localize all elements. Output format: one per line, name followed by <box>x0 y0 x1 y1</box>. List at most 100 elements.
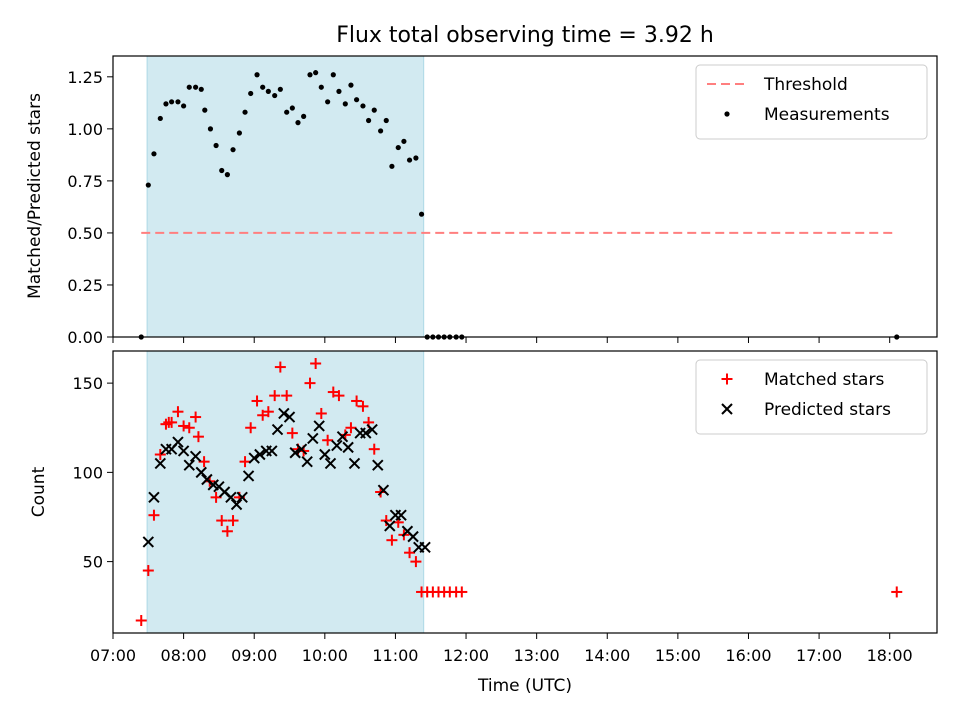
predicted-stars-point <box>195 466 207 479</box>
x-tick-label: 16:00 <box>725 646 771 665</box>
matched-stars-point <box>322 434 334 446</box>
measurements-point <box>277 86 283 92</box>
measurements-point <box>348 82 354 88</box>
marker-stroke <box>401 525 414 537</box>
x-tick-label: 15:00 <box>655 646 701 665</box>
marker-stroke <box>236 491 248 504</box>
marker-stroke <box>366 423 378 436</box>
y-tick-label: 100 <box>72 463 103 482</box>
observing-window-span <box>146 55 425 338</box>
measurements-point <box>169 99 175 105</box>
axes-frame <box>112 350 938 634</box>
measurements-point <box>213 142 219 149</box>
marker-stroke <box>395 509 407 521</box>
predicted-stars-point <box>342 441 354 454</box>
predicted-stars-point <box>366 423 378 436</box>
measurements-point <box>175 99 181 105</box>
y-tick-label: 1.00 <box>67 120 103 139</box>
y-tick-label: 0.00 <box>67 328 103 347</box>
marker-stroke <box>254 448 266 461</box>
predicted-stars-point <box>148 491 160 504</box>
marker-stroke <box>218 486 231 498</box>
predicted-stars-point <box>183 459 195 471</box>
marker-stroke <box>348 457 361 470</box>
matched-stars-point <box>148 509 160 521</box>
measurements-point <box>236 130 242 136</box>
measurements-point <box>284 109 290 115</box>
measurements-point <box>198 86 204 92</box>
predicted-stars-point <box>189 450 202 463</box>
matched-stars-point <box>190 411 202 423</box>
legend-label: Measurements <box>764 105 890 125</box>
chart-title: Flux total observing time = 3.92 h <box>336 23 714 48</box>
marker-stroke <box>721 403 733 415</box>
marker-stroke <box>148 491 160 504</box>
matched-stars-point <box>310 357 322 369</box>
matched-stars-point <box>227 515 239 527</box>
measurements-point <box>307 72 313 78</box>
marker-stroke <box>242 470 255 482</box>
legend-marker-swatch <box>721 373 733 385</box>
measurements-point <box>224 172 230 178</box>
marker-stroke <box>360 427 372 439</box>
predicted-stars-point <box>283 411 296 423</box>
measurements-point <box>378 128 384 134</box>
marker-stroke <box>172 436 184 448</box>
matched-stars-point <box>333 390 345 402</box>
predicted-stars-point <box>319 448 331 461</box>
predicted-stars-point <box>348 457 361 470</box>
matched-stars-point <box>216 515 228 527</box>
marker-stroke <box>419 541 431 554</box>
legend: Matched stars Predicted stars <box>695 359 928 435</box>
measurements-point <box>145 182 151 188</box>
measurements-point <box>336 88 342 94</box>
predicted-stars-point <box>242 470 255 482</box>
predicted-stars-point <box>254 448 266 461</box>
marker-stroke <box>301 455 313 468</box>
measurements-point <box>395 144 401 151</box>
predicted-stars-point <box>225 491 237 504</box>
marker-stroke <box>142 536 155 548</box>
axes-frame <box>112 55 938 338</box>
measurements-point <box>248 90 254 97</box>
matched-stars-point <box>192 431 204 443</box>
marker-stroke <box>271 423 284 436</box>
matched-stars-point <box>891 586 903 598</box>
measurements-point <box>353 97 360 103</box>
matched-stars-point <box>327 386 339 398</box>
matched-stars-point <box>456 586 468 598</box>
legend-label: Matched stars <box>764 370 884 390</box>
marker-stroke <box>283 411 296 423</box>
marker-stroke <box>195 466 207 479</box>
matched-stars-point <box>410 556 422 568</box>
x-axis-label: Time (UTC) <box>477 676 572 696</box>
y-tick-label: 50 <box>83 553 103 572</box>
matched-stars-point <box>166 416 178 428</box>
marker-stroke <box>248 452 260 464</box>
legend: Threshold Measurements <box>695 64 928 140</box>
measurements-point <box>265 88 271 94</box>
x-tick-label: 17:00 <box>796 646 842 665</box>
marker-stroke <box>331 439 343 452</box>
predicted-stars-point <box>301 455 313 468</box>
matched-stars-point <box>210 491 222 503</box>
legend-marker-swatch <box>724 111 730 117</box>
y-tick-label: 150 <box>72 374 103 393</box>
marker-stroke <box>201 473 213 486</box>
y-tick-label: 0.25 <box>67 276 103 295</box>
matched-stars-point <box>404 547 416 559</box>
measurements-point <box>318 84 324 90</box>
measurements-point <box>151 151 157 157</box>
marker-stroke <box>266 445 278 457</box>
predicted-stars-point <box>142 536 155 548</box>
measurements-point <box>295 120 301 126</box>
measurements-point <box>371 107 377 113</box>
predicted-stars-point <box>377 484 390 496</box>
measurements-point <box>342 101 348 107</box>
matched-stars-point <box>221 525 233 537</box>
marker-stroke <box>384 520 396 532</box>
matched-stars-point <box>251 395 263 407</box>
marker-stroke <box>207 479 219 491</box>
marker-stroke <box>372 459 384 471</box>
